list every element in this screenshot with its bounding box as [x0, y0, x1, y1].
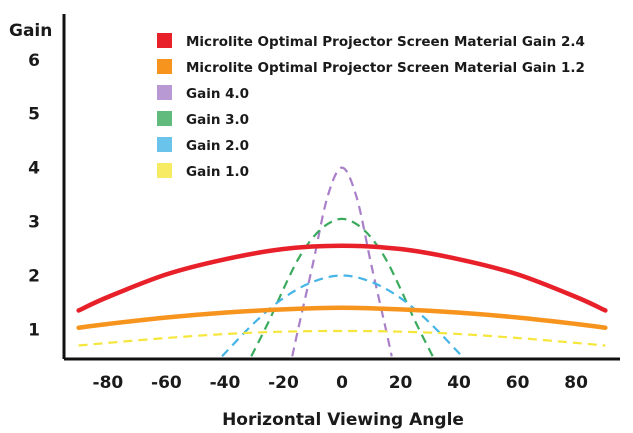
- y-axis-title: Gain: [9, 21, 52, 41]
- x-axis-title: Horizontal Viewing Angle: [222, 410, 464, 430]
- legend-swatch: [157, 85, 172, 100]
- legend-label: Microlite Optimal Projector Screen Mater…: [186, 34, 585, 50]
- axes: [62, 14, 620, 361]
- series-line-gain-3-0: [250, 217, 434, 357]
- legend-item: Gain 1.0: [157, 163, 249, 180]
- legend-label: Microlite Optimal Projector Screen Mater…: [186, 60, 585, 76]
- x-tick-label: 20: [389, 373, 413, 393]
- series-line-gain-2-0: [221, 274, 463, 357]
- legend-item: Gain 3.0: [157, 111, 249, 128]
- series-line-gain-4-0: [291, 166, 393, 357]
- legend-swatch: [157, 163, 172, 178]
- legend-swatch: [157, 33, 172, 48]
- y-tick-label: 3: [28, 213, 40, 233]
- legend-label: Gain 3.0: [186, 112, 249, 128]
- x-tick-label: 80: [564, 373, 588, 393]
- x-tick-label: -20: [268, 373, 299, 393]
- legend-label: Gain 1.0: [186, 164, 249, 180]
- legend-item: Microlite Optimal Projector Screen Mater…: [157, 59, 585, 76]
- legend-item: Gain 4.0: [157, 85, 249, 102]
- series-line-microlite-optimal-projector-screen-material-gain-1-2: [76, 305, 608, 330]
- legend-swatch: [157, 59, 172, 74]
- legend-swatch: [157, 137, 172, 152]
- series-layer: [76, 166, 608, 357]
- series-line-gain-1-0: [78, 329, 606, 347]
- x-tick-label: -80: [93, 373, 124, 393]
- y-tick-label: 4: [28, 159, 40, 179]
- series-line-microlite-optimal-projector-screen-material-gain-2-4: [76, 243, 608, 313]
- legend-item: Gain 2.0: [157, 137, 249, 154]
- x-tick-label: 0: [336, 373, 348, 393]
- tick-labels: -80 -60 -40 -20 0 20 40 60 80 1 2 3 4 5 6: [28, 51, 588, 393]
- legend-swatch: [157, 111, 172, 126]
- x-tick-label: -60: [151, 373, 182, 393]
- legend-item: Microlite Optimal Projector Screen Mater…: [157, 33, 585, 50]
- x-tick-label: 60: [506, 373, 530, 393]
- y-tick-label: 6: [28, 51, 40, 71]
- x-tick-label: 40: [447, 373, 471, 393]
- legend-label: Gain 4.0: [186, 86, 249, 102]
- y-tick-label: 5: [28, 105, 40, 125]
- x-tick-label: -40: [210, 373, 241, 393]
- y-tick-label: 1: [28, 320, 40, 340]
- legend-label: Gain 2.0: [186, 138, 249, 154]
- legend: Microlite Optimal Projector Screen Mater…: [157, 33, 585, 180]
- y-tick-label: 2: [28, 266, 40, 286]
